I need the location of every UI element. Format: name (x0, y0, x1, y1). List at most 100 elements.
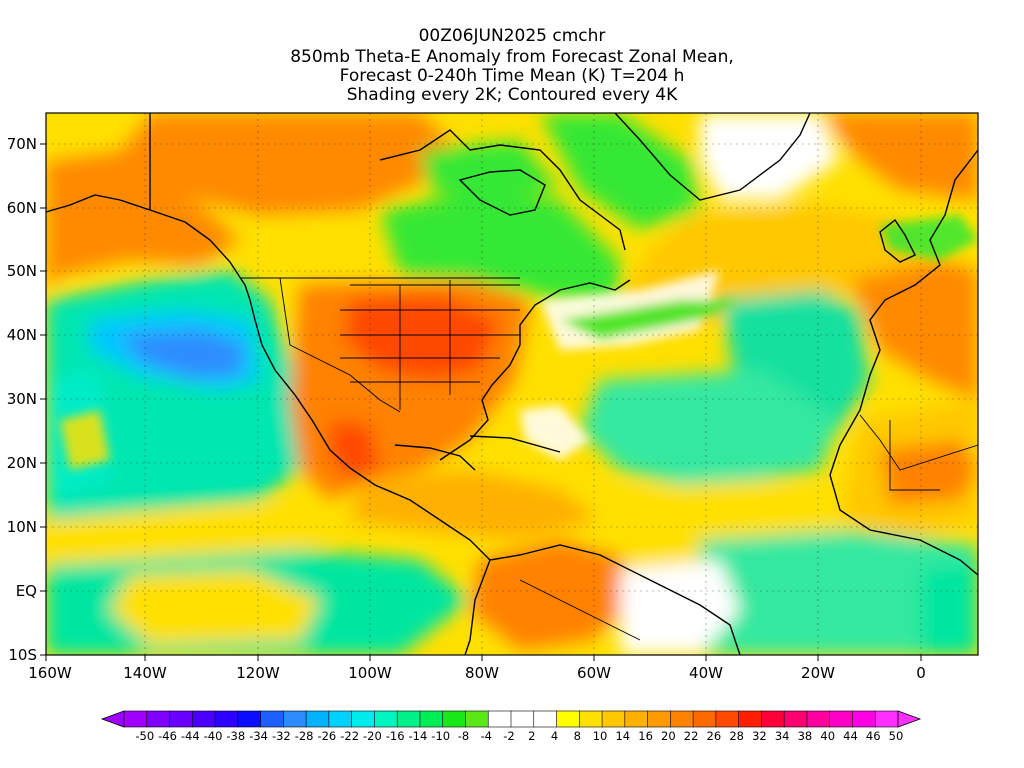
colorbar-swatch (351, 710, 376, 728)
colorbar-label: -22 (340, 729, 359, 743)
lat-label: 10S (8, 646, 37, 664)
colorbar-label: 2 (528, 729, 535, 743)
colorbar-swatch (237, 710, 262, 728)
lat-label: 10N (7, 518, 37, 536)
colorbar-swatch (692, 710, 717, 728)
lon-label: 80W (465, 664, 499, 682)
lat-label: 70N (7, 135, 37, 153)
colorbar-swatch (510, 710, 535, 728)
colorbar-swatch (419, 710, 444, 728)
colorbar-swatch (624, 710, 649, 728)
colorbar-label: -50 (135, 729, 154, 743)
chart-title-line3: Forecast 0-240h Time Mean (K) T=204 h (339, 66, 685, 86)
colorbar-swatch (328, 710, 353, 728)
colorbar-swatch (874, 710, 899, 728)
colorbar-label: 34 (775, 729, 790, 743)
colorbar-swatch (283, 710, 307, 728)
colorbar-swatch (465, 710, 489, 728)
lat-label: 60N (7, 199, 37, 217)
colorbar-label: -44 (181, 729, 200, 743)
lat-label: EQ (16, 582, 37, 600)
colorbar: -50 -46 -44 -40 -38 -34 -32 -28 -26 -22 -20 -16 -14-… (100, 710, 922, 743)
chart-title-line1: 00Z06JUN2025 cmchr (418, 26, 606, 46)
colorbar-label: -10 (431, 729, 450, 743)
colorbar-swatch (783, 710, 808, 728)
colorbar-swatch (761, 710, 785, 728)
lat-label: 20N (7, 454, 37, 472)
lon-label: 120W (236, 664, 280, 682)
colorbar-label: -14 (409, 729, 428, 743)
colorbar-label: 40 (820, 729, 835, 743)
colorbar-swatch (556, 710, 580, 728)
colorbar-swatch (852, 710, 876, 728)
political-borders (240, 277, 978, 641)
colorbar-swatch (169, 710, 193, 728)
colorbar-label: 26 (707, 729, 722, 743)
lon-label: 160W (28, 664, 72, 682)
colorbar-label: -26 (317, 729, 336, 743)
colorbar-label: -4 (481, 729, 492, 743)
colorbar-label: 32 (752, 729, 767, 743)
lat-label: 30N (7, 390, 37, 408)
colorbar-swatch (533, 710, 558, 728)
colorbar-label: 16 (638, 729, 653, 743)
colorbar-label: -46 (158, 729, 177, 743)
colorbar-swatch (578, 710, 603, 728)
colorbar-arrow-right (897, 710, 922, 728)
colorbar-swatch (214, 710, 239, 728)
colorbar-swatch (260, 710, 284, 728)
colorbar-label: 28 (729, 729, 744, 743)
colorbar-swatch (442, 710, 467, 728)
colorbar-label: -32 (272, 729, 291, 743)
colorbar-swatch (487, 710, 512, 728)
lat-axis: 70N 60N 50N 40N 30N 20N 10N EQ 10S (7, 135, 46, 664)
colorbar-label: -8 (458, 729, 469, 743)
colorbar-label: 10 (593, 729, 608, 743)
lon-axis: 160W 140W 120W 100W 80W 60W 40W 20W 0 (28, 655, 926, 682)
colorbar-label: -2 (503, 729, 514, 743)
colorbar-swatch (123, 710, 148, 728)
colorbar-label: 50 (889, 729, 904, 743)
colorbar-swatch (396, 710, 421, 728)
colorbar-swatch (647, 710, 671, 728)
colorbar-swatch (829, 710, 854, 728)
colorbar-label: 8 (574, 729, 581, 743)
colorbar-label: 44 (843, 729, 858, 743)
lon-label: 140W (123, 664, 167, 682)
colorbar-label: 46 (866, 729, 881, 743)
lon-label: 60W (577, 664, 611, 682)
map-shading (46, 113, 978, 655)
colorbar-swatch (374, 710, 398, 728)
colorbar-label: 14 (615, 729, 630, 743)
lat-label: 40N (7, 326, 37, 344)
colorbar-label: 22 (684, 729, 699, 743)
colorbar-swatch (146, 710, 171, 728)
lon-label: 100W (348, 664, 392, 682)
colorbar-swatch (670, 710, 694, 728)
colorbar-label: -20 (363, 729, 382, 743)
lon-label: 0 (916, 664, 926, 682)
colorbar-swatch (715, 710, 740, 728)
chart-title-line4: Shading every 2K; Contoured every 4K (346, 85, 678, 105)
colorbar-swatch (305, 710, 330, 728)
lon-label: 20W (801, 664, 835, 682)
colorbar-label: -16 (386, 729, 405, 743)
lat-label: 50N (7, 262, 37, 280)
colorbar-arrow-left (100, 710, 125, 728)
lon-label: 40W (689, 664, 723, 682)
plot-frame (45, 112, 979, 656)
chart-title-line2: 850mb Theta-E Anomaly from Forecast Zona… (290, 47, 734, 67)
colorbar-label: -28 (295, 729, 314, 743)
colorbar-label: -40 (204, 729, 223, 743)
colorbar-label: 38 (798, 729, 813, 743)
colorbar-label: -38 (226, 729, 245, 743)
colorbar-swatch (191, 710, 216, 728)
graticule (46, 113, 978, 655)
colorbar-swatch (806, 710, 831, 728)
colorbar-label: 20 (661, 729, 676, 743)
colorbar-swatch (738, 710, 763, 728)
colorbar-label: -34 (249, 729, 268, 743)
colorbar-swatch (601, 710, 626, 728)
colorbar-label: 4 (551, 729, 558, 743)
